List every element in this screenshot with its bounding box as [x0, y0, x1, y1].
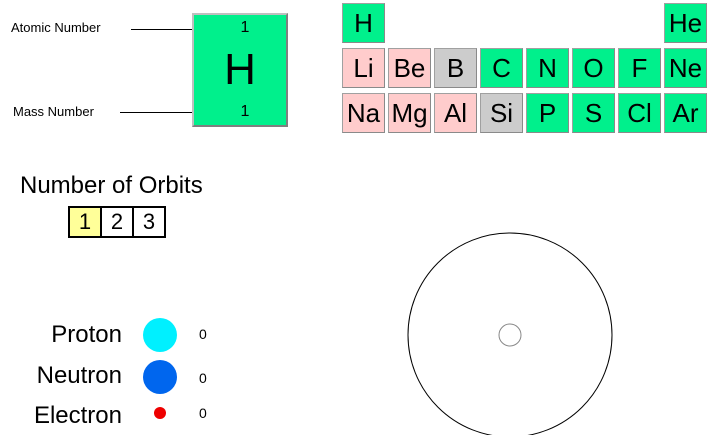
- element-tile-he[interactable]: He: [664, 3, 707, 43]
- key-mass-number: 1: [240, 103, 250, 120]
- element-tile-c[interactable]: C: [480, 48, 523, 88]
- element-tile-si[interactable]: Si: [480, 93, 523, 133]
- element-tile-ar[interactable]: Ar: [664, 93, 707, 133]
- element-tile-al[interactable]: Al: [434, 93, 477, 133]
- key-element-symbol: H: [224, 45, 256, 94]
- mass-number-pointer: [120, 112, 210, 113]
- proton-label: Proton: [51, 321, 122, 348]
- nucleus: [498, 323, 522, 347]
- element-tile-li[interactable]: Li: [342, 48, 385, 88]
- orbit-option-3[interactable]: 3: [132, 206, 166, 238]
- neutron-count: 0: [199, 370, 207, 386]
- atomic-number-pointer: [131, 29, 210, 30]
- atomic-number-label: Atomic Number: [11, 20, 101, 35]
- mass-number-label: Mass Number: [13, 104, 94, 119]
- proton-count: 0: [199, 326, 207, 342]
- orbit-option-1[interactable]: 1: [68, 206, 102, 238]
- proton-icon[interactable]: [143, 318, 177, 352]
- element-tile-na[interactable]: Na: [342, 93, 385, 133]
- electron-icon[interactable]: [154, 407, 166, 419]
- element-tile-cl[interactable]: Cl: [618, 93, 661, 133]
- element-tile-p[interactable]: P: [526, 93, 569, 133]
- element-tile-o[interactable]: O: [572, 48, 615, 88]
- electron-label: Electron: [33, 402, 122, 429]
- electron-count: 0: [199, 405, 207, 421]
- element-tile-s[interactable]: S: [572, 93, 615, 133]
- element-tile-h[interactable]: H: [342, 3, 385, 43]
- orbit-ring: [407, 232, 613, 435]
- element-tile-ne[interactable]: Ne: [664, 48, 707, 88]
- key-atomic-number: 1: [240, 19, 250, 36]
- element-tile-b[interactable]: B: [434, 48, 477, 88]
- element-tile-n[interactable]: N: [526, 48, 569, 88]
- element-tile-f[interactable]: F: [618, 48, 661, 88]
- element-tile-be[interactable]: Be: [388, 48, 431, 88]
- orbits-title: Number of Orbits: [20, 172, 203, 199]
- neutron-label: Neutron: [36, 362, 122, 389]
- neutron-icon[interactable]: [143, 360, 177, 394]
- orbit-option-2[interactable]: 2: [100, 206, 134, 238]
- element-tile-mg[interactable]: Mg: [388, 93, 431, 133]
- element-key-card: 1 H 1: [192, 13, 288, 127]
